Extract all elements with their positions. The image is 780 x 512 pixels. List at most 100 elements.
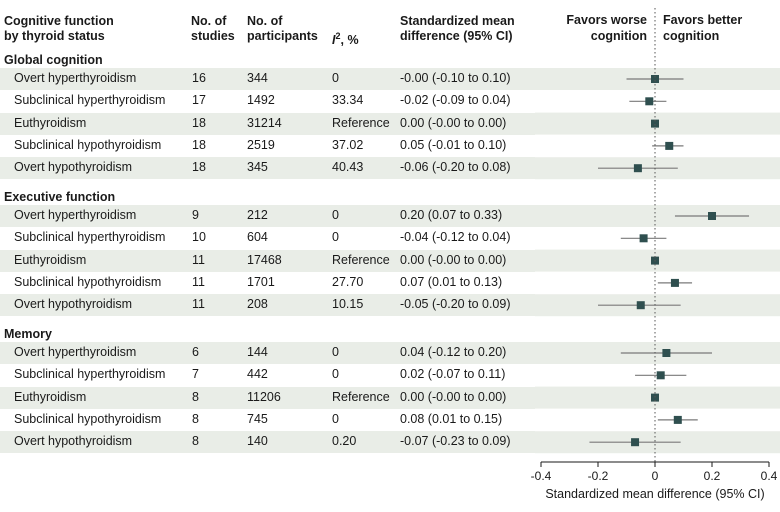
row-label: Subclinical hypothyroidism: [14, 137, 162, 152]
table-row: Subclinical hyperthyroidism 10 604 0 -0.04 (…: [0, 227, 535, 249]
favors-left-label: cognition: [591, 29, 647, 43]
row-studies: 18: [192, 115, 206, 130]
row-participants: 2519: [247, 137, 275, 152]
row-i2: 27.70: [332, 274, 364, 289]
row-smd: 0.02 (-0.07 to 0.11): [400, 367, 506, 382]
header-smd-line1: Standardized mean: [400, 14, 515, 28]
estimate-marker: [656, 371, 665, 380]
row-studies: 18: [192, 137, 206, 152]
row-studies: 6: [192, 345, 199, 359]
estimate-marker: [708, 212, 716, 220]
header-smd-line2: difference (95% CI): [400, 29, 513, 43]
row-label: Subclinical hypothyroidism: [14, 274, 162, 289]
row-i2: 0: [332, 208, 339, 222]
table-row: Subclinical hyperthyroidism 7 442 0 0.02 (-0…: [0, 364, 535, 386]
row-smd: -0.05 (-0.20 to 0.09): [400, 297, 511, 312]
row-label: Euthyroidism: [14, 389, 87, 404]
row-smd: 0.04 (-0.12 to 0.20): [400, 345, 507, 359]
row-participants: 11206: [247, 389, 281, 404]
row-studies: 11: [192, 274, 205, 289]
row-participants: 442: [247, 367, 268, 382]
row-studies: 17: [192, 93, 206, 108]
row-studies: 18: [192, 160, 206, 175]
row-smd: 0.07 (0.01 to 0.13): [400, 274, 503, 289]
row-label: Subclinical hyperthyroidism: [14, 367, 166, 382]
row-smd: 0.00 (-0.00 to 0.00): [400, 389, 507, 404]
section-label: Memory: [4, 327, 52, 341]
row-i2: Reference: [332, 389, 390, 404]
x-tick-label: 0: [652, 469, 659, 483]
estimate-marker: [665, 141, 674, 150]
header-smd: Standardized mean difference (95% CI): [400, 14, 515, 44]
table-row: Overt hypothyroidism 18 345 40.43 -0.06 (-0.…: [0, 157, 535, 180]
row-label: Overt hypothyroidism: [14, 160, 133, 175]
row-label: Overt hyperthyroidism: [14, 71, 137, 85]
row-i2: Reference: [332, 115, 390, 130]
row-smd: 0.00 (-0.00 to 0.00): [400, 252, 507, 267]
row-studies: 8: [192, 411, 199, 426]
estimate-marker: [651, 393, 659, 402]
row-label: Subclinical hyperthyroidism: [14, 230, 166, 245]
row-i2: 10.15: [332, 297, 364, 312]
row-i2: 0: [332, 411, 339, 426]
estimate-marker: [651, 75, 659, 83]
header-participants-line1: No. of: [247, 14, 283, 28]
row-i2: 37.02: [332, 137, 364, 152]
row-studies: 8: [192, 434, 199, 449]
row-label: Subclinical hypothyroidism: [14, 411, 162, 426]
table-row: Overt hypothyroidism 11 208 10.15 -0.05 (-0.…: [0, 294, 535, 317]
header-i2: I2, %: [332, 29, 359, 48]
row-i2: 0: [332, 345, 339, 359]
row-participants: 1701: [247, 274, 275, 289]
estimate-marker: [639, 234, 648, 243]
header-i2-sup: 2: [335, 31, 341, 41]
row-participants: 140: [247, 434, 268, 449]
row-participants: 604: [247, 230, 268, 245]
row-label: Overt hypothyroidism: [14, 434, 133, 449]
table-row: Overt hyperthyroidism 16 344 0 -0.00 (-0.10 …: [0, 68, 535, 90]
row-i2: 33.34: [332, 93, 364, 108]
x-tick-label: -0.4: [531, 469, 552, 483]
table-row: Overt hyperthyroidism 6 144 0 0.04 (-0.12 to…: [0, 342, 535, 364]
header-i2-letter: I: [332, 33, 336, 48]
header-studies-line1: No. of: [191, 14, 227, 28]
row-participants: 1492: [247, 93, 275, 108]
table-row: Subclinical hypothyroidism 11 1701 27.70 0.0…: [0, 272, 535, 294]
row-participants: 345: [247, 160, 268, 175]
estimate-marker: [631, 438, 640, 447]
table-row: Overt hypothyroidism 8 140 0.20 -0.07 (-0.23…: [0, 431, 535, 454]
row-i2: 0: [332, 71, 339, 85]
estimate-marker: [673, 415, 682, 424]
header-i2-suffix: , %: [340, 33, 359, 48]
table-row: Euthyroidism 8 11206 Reference 0.00 (-0.00 t…: [0, 386, 535, 409]
table-row: Overt hyperthyroidism 9 212 0 0.20 (0.07 to …: [0, 205, 535, 227]
header-group-line1: Cognitive function: [4, 14, 114, 28]
row-participants: 17468: [247, 252, 282, 267]
table-row: Subclinical hyperthyroidism 17 1492 33.34 -0…: [0, 90, 535, 112]
row-i2: Reference: [332, 252, 390, 267]
favors-left-label: Favors worse: [566, 13, 647, 27]
header-group-line2: by thyroid status: [4, 29, 105, 43]
header-group: Cognitive function by thyroid status: [4, 14, 114, 44]
row-participants: 212: [247, 208, 268, 222]
section-label: Global cognition: [4, 53, 103, 67]
row-label: Overt hypothyroidism: [14, 297, 133, 312]
estimate-marker: [636, 301, 645, 310]
row-studies: 7: [192, 367, 199, 382]
row-smd: 0.08 (0.01 to 0.15): [400, 411, 503, 426]
row-stripe: [535, 205, 780, 227]
header-studies-line2: studies: [191, 29, 235, 43]
estimate-marker: [670, 278, 679, 287]
row-smd: -0.06 (-0.20 to 0.08): [400, 160, 511, 175]
estimate-marker: [633, 164, 642, 173]
row-smd: -0.07 (-0.23 to 0.09): [400, 434, 511, 449]
row-studies: 8: [192, 389, 199, 404]
row-i2: 0: [332, 367, 339, 382]
estimate-marker: [645, 97, 654, 106]
estimate-marker: [651, 119, 659, 128]
estimate-marker: [662, 349, 671, 357]
row-participants: 31214: [247, 115, 282, 130]
row-smd: 0.20 (0.07 to 0.33): [400, 208, 503, 222]
row-label: Overt hyperthyroidism: [14, 345, 137, 359]
